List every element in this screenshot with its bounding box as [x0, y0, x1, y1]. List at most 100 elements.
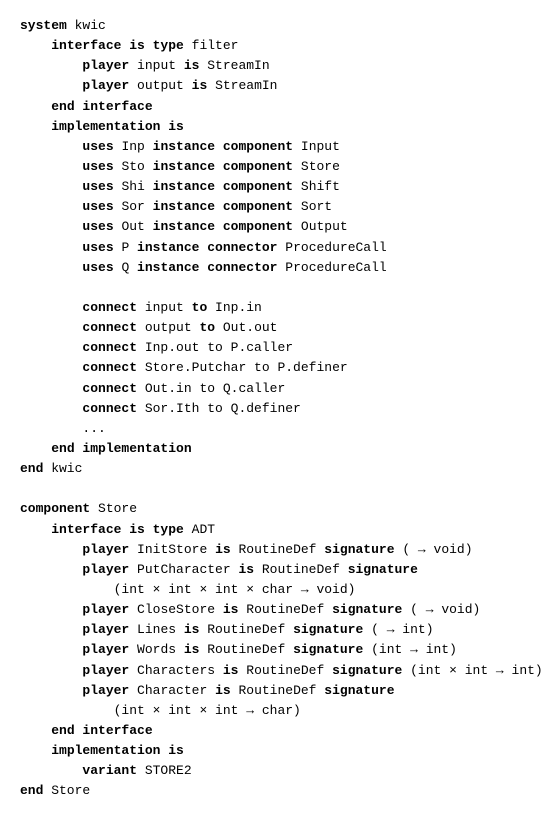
keyword-token: end interface	[51, 99, 152, 114]
text-token: RoutineDef	[238, 602, 332, 617]
code-line: uses Sor instance component Sort	[20, 197, 529, 217]
code-line: player Characters is RoutineDef signatur…	[20, 661, 529, 681]
keyword-token: end implementation	[51, 441, 191, 456]
code-line: interface is type filter	[20, 36, 529, 56]
keyword-token: signature	[332, 602, 402, 617]
text-token: Sto	[114, 159, 153, 174]
text-token: Sor	[114, 199, 153, 214]
keyword-token: interface is type	[51, 38, 184, 53]
text-token: RoutineDef	[199, 642, 293, 657]
code-line	[20, 278, 529, 298]
text-token: Store	[293, 159, 340, 174]
text-token: PutCharacter	[129, 562, 238, 577]
keyword-token: signature	[324, 683, 394, 698]
code-line: (int × int × int × char → void)	[20, 580, 529, 600]
keyword-token: signature	[324, 542, 394, 557]
text-token: Out.out	[215, 320, 277, 335]
text-token	[20, 481, 28, 496]
keyword-token: instance component	[153, 159, 293, 174]
keyword-token: uses	[82, 199, 113, 214]
code-line: component Store	[20, 499, 529, 519]
code-line: end kwic	[20, 459, 529, 479]
code-line: uses Sto instance component Store	[20, 157, 529, 177]
code-line: variant STORE2	[20, 761, 529, 781]
text-token: Shi	[114, 179, 153, 194]
text-token: Store	[90, 501, 137, 516]
text-token: ( → int)	[363, 622, 433, 637]
text-token: ProcedureCall	[277, 240, 386, 255]
code-line: system kwic	[20, 16, 529, 36]
text-token: Inp.in	[207, 300, 262, 315]
code-line: connect Sor.Ith to Q.definer	[20, 399, 529, 419]
keyword-token: uses	[82, 219, 113, 234]
keyword-token: uses	[82, 139, 113, 154]
keyword-token: connect	[82, 401, 137, 416]
code-line: end implementation	[20, 439, 529, 459]
keyword-token: player	[82, 602, 129, 617]
text-token: (int × int × int → char)	[114, 703, 301, 718]
keyword-token: uses	[82, 260, 113, 275]
keyword-token: implementation is	[51, 119, 184, 134]
text-token: Words	[129, 642, 184, 657]
code-line: uses P instance connector ProcedureCall	[20, 238, 529, 258]
code-line: interface is type ADT	[20, 520, 529, 540]
keyword-token: player	[82, 663, 129, 678]
code-line	[20, 479, 529, 499]
text-token: Character	[129, 683, 215, 698]
text-token: Characters	[129, 663, 223, 678]
keyword-token: is	[215, 683, 231, 698]
keyword-token: connect	[82, 300, 137, 315]
code-line: uses Shi instance component Shift	[20, 177, 529, 197]
keyword-token: instance component	[153, 219, 293, 234]
text-token: Input	[293, 139, 340, 154]
code-line: player input is StreamIn	[20, 56, 529, 76]
keyword-token: player	[82, 642, 129, 657]
keyword-token: instance component	[153, 139, 293, 154]
code-line: uses Inp instance component Input	[20, 137, 529, 157]
text-token: Sor.Ith to Q.definer	[137, 401, 301, 416]
text-token: (int → int)	[363, 642, 457, 657]
text-token: StreamIn	[199, 58, 269, 73]
text-token: RoutineDef	[231, 683, 325, 698]
text-token: output	[137, 320, 199, 335]
keyword-token: implementation is	[51, 743, 184, 758]
text-token: StreamIn	[207, 78, 277, 93]
keyword-token: connect	[82, 360, 137, 375]
text-token: ...	[82, 421, 105, 436]
code-line: end interface	[20, 97, 529, 117]
keyword-token: signature	[293, 642, 363, 657]
text-token: input	[137, 300, 192, 315]
keyword-token: player	[82, 683, 129, 698]
text-token: P	[114, 240, 137, 255]
keyword-token: connect	[82, 381, 137, 396]
keyword-token: component	[20, 501, 90, 516]
code-line: player Character is RoutineDef signature	[20, 681, 529, 701]
code-line: player output is StreamIn	[20, 76, 529, 96]
keyword-token: to	[192, 300, 208, 315]
keyword-token: is	[223, 663, 239, 678]
keyword-token: signature	[293, 622, 363, 637]
code-line: player CloseStore is RoutineDef signatur…	[20, 600, 529, 620]
text-token: (int × int → int)	[402, 663, 542, 678]
code-line: implementation is	[20, 741, 529, 761]
keyword-token: instance connector	[137, 260, 277, 275]
keyword-token: to	[199, 320, 215, 335]
code-line: player Words is RoutineDef signature (in…	[20, 640, 529, 660]
text-token: Inp.out to P.caller	[137, 340, 293, 355]
keyword-token: instance component	[153, 179, 293, 194]
text-token: ( → void)	[395, 542, 473, 557]
keyword-token: is	[184, 58, 200, 73]
keyword-token: uses	[82, 179, 113, 194]
keyword-token: is	[215, 542, 231, 557]
text-token: Out	[114, 219, 153, 234]
text-token: ProcedureCall	[277, 260, 386, 275]
text-token: kwic	[67, 18, 106, 33]
keyword-token: player	[82, 542, 129, 557]
text-token: input	[129, 58, 184, 73]
keyword-token: instance connector	[137, 240, 277, 255]
keyword-token: end	[20, 461, 43, 476]
keyword-token: signature	[348, 562, 418, 577]
keyword-token: is	[184, 642, 200, 657]
keyword-token: signature	[332, 663, 402, 678]
code-line: connect input to Inp.in	[20, 298, 529, 318]
